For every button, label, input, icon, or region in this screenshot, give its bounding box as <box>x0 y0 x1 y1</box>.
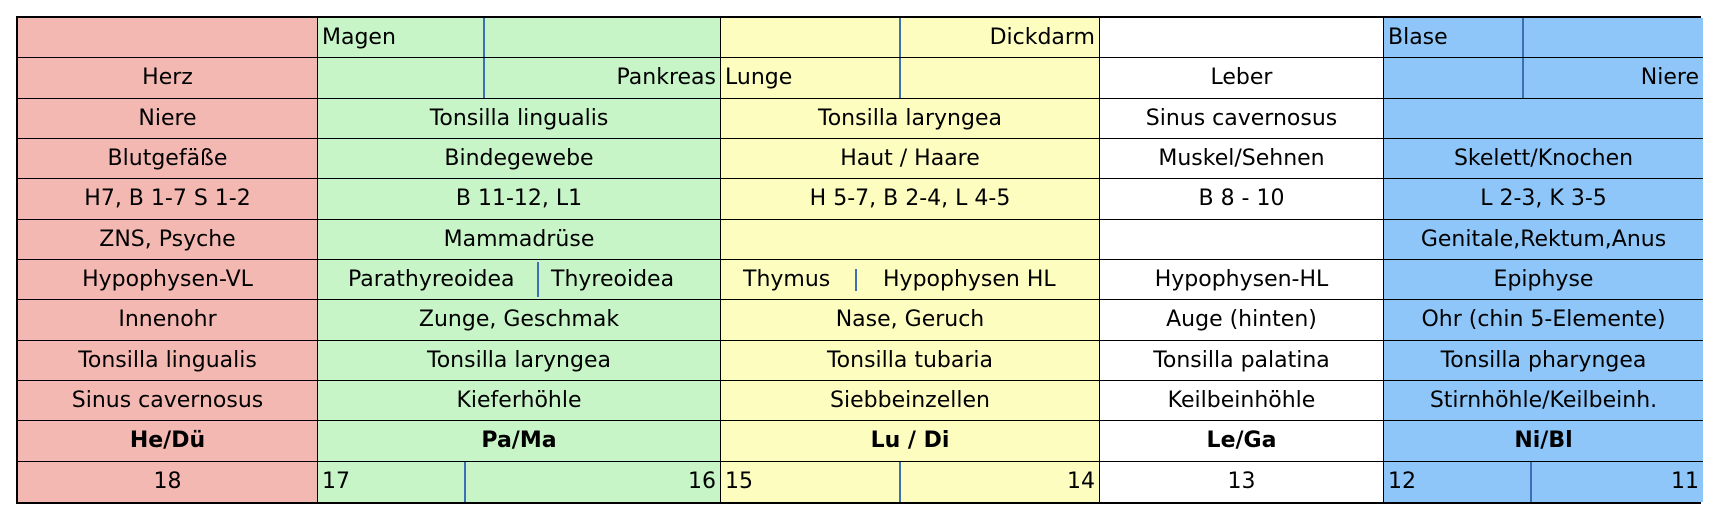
cell-organ-bottom-ni-bl: Niere <box>1384 58 1703 99</box>
cell-r2-pa-ma: Bindegewebe <box>318 138 721 180</box>
cell-divider <box>1522 58 1524 98</box>
organ-blase: Blase <box>1388 25 1448 51</box>
cell-r4-ni-bl: Genitale,Rektum,Anus <box>1384 219 1703 260</box>
cell-divider <box>464 461 466 502</box>
cell-divider <box>1522 18 1524 58</box>
cell-divider <box>899 461 901 502</box>
cell-organ-bottom-le-ga: Leber <box>1100 58 1384 99</box>
cell-r3-lu-di: H 5-7, B 2-4, L 4-5 <box>721 179 1100 220</box>
cell-r2-ni-bl: Skelett/Knochen <box>1384 138 1703 180</box>
cell-r8-he-du: Sinus cavernosus <box>18 380 318 422</box>
cell-r7-ni-bl: Tonsilla pharyngea <box>1384 340 1703 381</box>
organ-dickdarm: Dickdarm <box>989 25 1095 51</box>
cell-r6-lu-di: Nase, Geruch <box>721 300 1100 341</box>
cell-r5-pa-ma: Parathyreoidea Thyreoidea <box>318 259 721 301</box>
numbers-lu-di: 15 14 <box>721 461 1100 502</box>
cell-r8-ni-bl: Stirnhöhle/Keilbeinh. <box>1384 380 1703 422</box>
cell-r5-hypophysen-hl: Hypophysen HL <box>883 267 1056 293</box>
cell-r5-thymus: Thymus <box>743 267 831 293</box>
cell-divider <box>855 268 857 291</box>
cell-r1-ni-bl <box>1384 98 1703 139</box>
cell-organ-top-pa-ma: Magen <box>318 18 721 59</box>
cell-divider <box>483 58 485 98</box>
cell-divider <box>899 18 901 58</box>
cell-organ-bottom-pa-ma: Pankreas <box>318 58 721 99</box>
numbers-pa-ma: 17 16 <box>318 461 721 502</box>
cell-r3-he-du: H7, B 1-7 S 1-2 <box>18 179 318 220</box>
cell-r6-ni-bl: Ohr (chin 5-Elemente) <box>1384 300 1703 341</box>
numbers-ni-bl: 12 11 <box>1384 461 1703 502</box>
group-label-he-du: He/Dü <box>18 421 318 462</box>
cell-r6-he-du: Innenohr <box>18 300 318 341</box>
cell-r7-pa-ma: Tonsilla laryngea <box>318 340 721 381</box>
number-17: 17 <box>322 469 350 495</box>
cell-r5-lu-di: Thymus Hypophysen HL <box>721 259 1100 301</box>
organ-magen: Magen <box>322 25 396 51</box>
cell-r5-parathyreoidea: Parathyreoidea <box>348 267 515 293</box>
cell-r1-lu-di: Tonsilla laryngea <box>721 98 1100 139</box>
organ-niere: Niere <box>1640 65 1699 91</box>
cell-divider <box>1530 461 1532 502</box>
cell-r8-lu-di: Siebbeinzellen <box>721 380 1100 422</box>
cell-r2-he-du: Blutgefäße <box>18 138 318 180</box>
cell-r1-le-ga: Sinus cavernosus <box>1100 98 1384 139</box>
group-label-ni-bl: Ni/Bl <box>1384 421 1703 462</box>
cell-r5-thyreoidea: Thyreoidea <box>551 267 675 293</box>
number-he-du: 18 <box>18 461 318 502</box>
meridian-organ-table: Magen Dickdarm Blase Herz Pankreas Lunge… <box>16 16 1703 504</box>
number-le-ga: 13 <box>1100 461 1384 502</box>
cell-r4-le-ga <box>1100 219 1384 260</box>
number-12: 12 <box>1388 469 1416 495</box>
number-11: 11 <box>1671 469 1699 495</box>
group-label-lu-di: Lu / Di <box>721 421 1100 462</box>
cell-r1-pa-ma: Tonsilla lingualis <box>318 98 721 139</box>
group-label-le-ga: Le/Ga <box>1100 421 1384 462</box>
organ-pankreas: Pankreas <box>616 65 716 91</box>
cell-r7-he-du: Tonsilla lingualis <box>18 340 318 381</box>
cell-r5-he-du: Hypophysen-VL <box>18 259 318 301</box>
cell-r7-le-ga: Tonsilla palatina <box>1100 340 1384 381</box>
cell-organ-top-lu-di: Dickdarm <box>721 18 1100 59</box>
number-15: 15 <box>725 469 753 495</box>
cell-r7-lu-di: Tonsilla tubaria <box>721 340 1100 381</box>
cell-organ-top-le-ga <box>1100 18 1384 59</box>
cell-r2-le-ga: Muskel/Sehnen <box>1100 138 1384 180</box>
cell-organ-bottom-he-du: Herz <box>18 58 318 99</box>
cell-r2-lu-di: Haut / Haare <box>721 138 1100 180</box>
cell-r8-le-ga: Keilbeinhöhle <box>1100 380 1384 422</box>
cell-r6-pa-ma: Zunge, Geschmak <box>318 300 721 341</box>
cell-r5-ni-bl: Epiphyse <box>1384 259 1703 301</box>
organ-leber: Leber <box>1210 65 1273 91</box>
cell-r3-ni-bl: L 2-3, K 3-5 <box>1384 179 1703 220</box>
cell-r1-he-du: Niere <box>18 98 318 139</box>
cell-divider <box>537 262 539 297</box>
cell-r6-le-ga: Auge (hinten) <box>1100 300 1384 341</box>
cell-organ-bottom-lu-di: Lunge <box>721 58 1100 99</box>
cell-r5-le-ga: Hypophysen-HL <box>1100 259 1384 301</box>
number-14: 14 <box>1067 469 1095 495</box>
cell-r3-pa-ma: B 11-12, L1 <box>318 179 721 220</box>
cell-divider <box>899 58 901 98</box>
cell-divider <box>483 18 485 58</box>
organ-herz: Herz <box>142 65 193 91</box>
cell-r4-he-du: ZNS, Psyche <box>18 219 318 260</box>
cell-r3-le-ga: B 8 - 10 <box>1100 179 1384 220</box>
group-label-pa-ma: Pa/Ma <box>318 421 721 462</box>
cell-organ-top-he-du <box>18 18 318 59</box>
cell-r4-lu-di <box>721 219 1100 260</box>
cell-r4-pa-ma: Mammadrüse <box>318 219 721 260</box>
cell-organ-top-ni-bl: Blase <box>1384 18 1703 59</box>
number-16: 16 <box>688 469 716 495</box>
organ-lunge: Lunge <box>725 65 793 91</box>
cell-r8-pa-ma: Kieferhöhle <box>318 380 721 422</box>
